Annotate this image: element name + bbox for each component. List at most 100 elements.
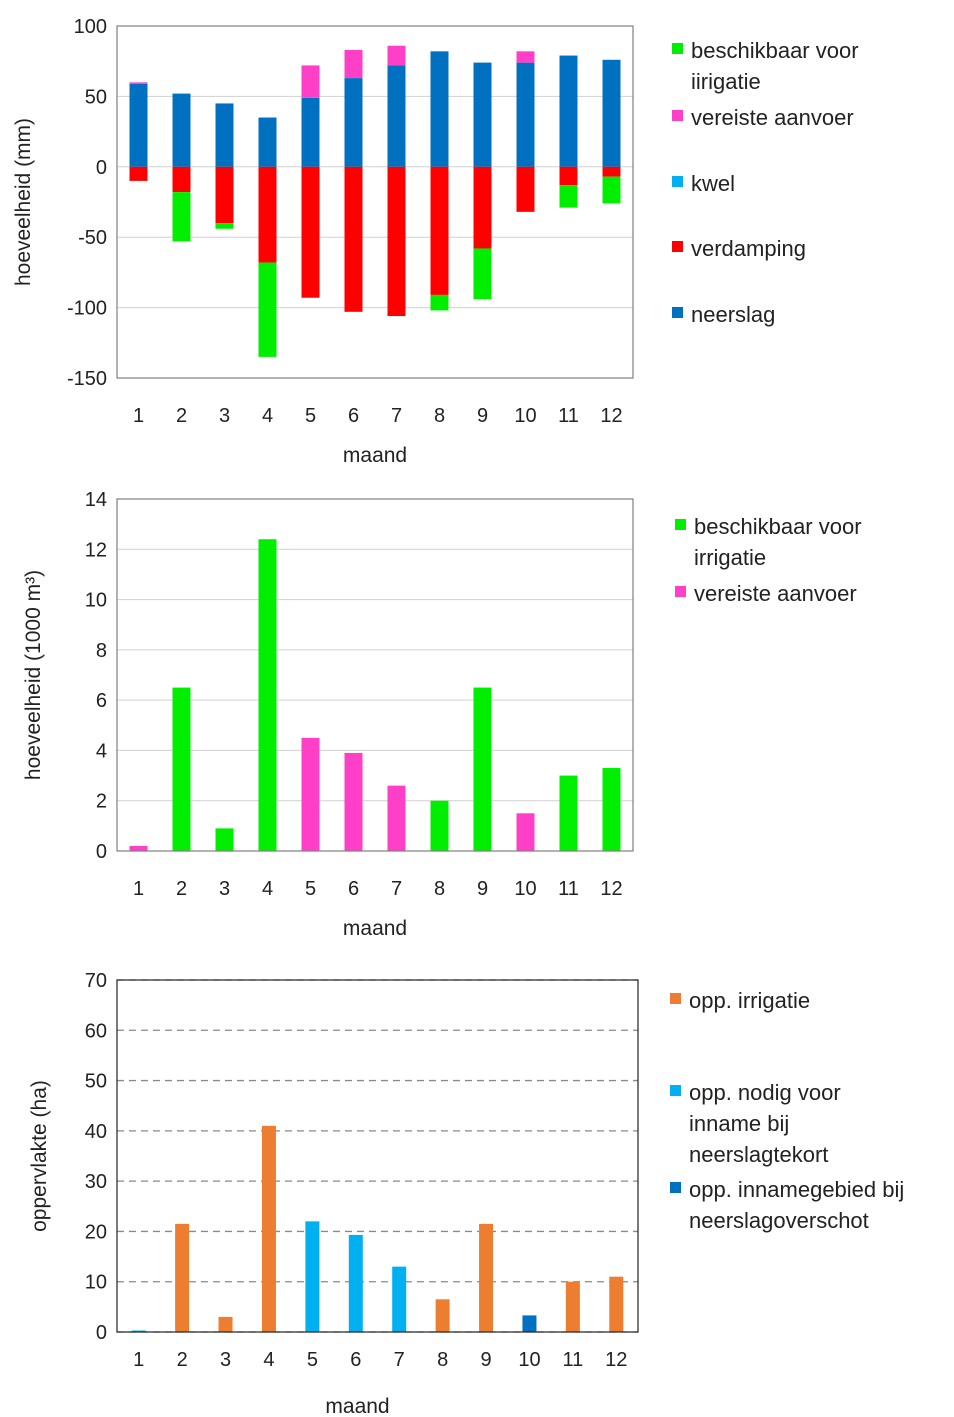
bar-vereiste-aanvoer-10 <box>516 51 535 63</box>
x-tick-label: 5 <box>305 405 316 427</box>
legend-label: opp. innamegebied bij <box>689 1177 904 1202</box>
x-tick-label: 8 <box>434 405 445 427</box>
y-tick-label: 2 <box>96 791 107 813</box>
bar-beschikbaar-voor-irrigatie-8 <box>430 294 449 311</box>
bar-neerslag-11 <box>559 55 578 167</box>
legend-label: neerslagoverschot <box>689 1208 869 1233</box>
bar-neerslag-7 <box>387 65 406 167</box>
chart-1-bars <box>129 45 621 357</box>
bar-beschikbaar-voor-irrigatie-9 <box>473 687 492 851</box>
bar-vereiste-aanvoer-1 <box>129 845 148 851</box>
bar-vereiste-aanvoer-1 <box>129 82 148 84</box>
chart-1-x-axis-title: maand <box>343 444 407 467</box>
chart-1-x-ticks: 1 2 3 4 5 6 7 8 9 10 11 12 <box>133 405 623 427</box>
x-tick-label: 11 <box>558 878 579 900</box>
chart-3-bars <box>131 1125 624 1332</box>
x-tick-label: 5 <box>307 1349 318 1371</box>
x-tick-label: 9 <box>477 405 488 427</box>
chart-1-y-axis-title: hoeveelheid (mm) <box>12 118 35 286</box>
bar-opp-irrigatie-4 <box>261 1125 276 1332</box>
chart-3-x-ticks: 1 2 3 4 5 6 7 8 9 10 11 12 <box>133 1349 627 1371</box>
bar-neerslag-3 <box>215 103 234 167</box>
x-tick-label: 1 <box>133 878 144 900</box>
bar-opp-nodig-voor-inname-bij-neerslagtekort-7 <box>392 1266 407 1332</box>
bar-beschikbaar-voor-irrigatie-4 <box>258 262 277 357</box>
bar-opp-irrigatie-8 <box>435 1299 450 1332</box>
bar-vereiste-aanvoer-7 <box>387 45 406 66</box>
x-tick-label: 3 <box>219 405 230 427</box>
chart-1-plot-frame <box>116 25 634 379</box>
chart-3-legend: opp. irrigatie opp. nodig voor inname bij n… <box>670 988 904 1233</box>
bar-beschikbaar-voor-irrigatie-11 <box>559 775 578 851</box>
bar-beschikbaar-voor-irrigatie-9 <box>473 248 492 300</box>
bar-verdamping-9 <box>473 166 492 249</box>
chart-2-gridlines <box>117 498 633 852</box>
x-tick-label: 7 <box>391 878 402 900</box>
x-tick-label: 10 <box>518 1349 540 1371</box>
bar-vereiste-aanvoer-6 <box>344 752 363 851</box>
bar-neerslag-12 <box>602 59 621 167</box>
x-tick-label: 8 <box>437 1349 448 1371</box>
legend-label: inname bij <box>689 1111 789 1136</box>
chart-3-x-axis-title: maand <box>325 1395 389 1417</box>
bar-beschikbaar-voor-irrigatie-2 <box>172 687 191 851</box>
x-tick-label: 12 <box>605 1349 627 1371</box>
bar-neerslag-1 <box>129 83 148 167</box>
x-tick-label: 5 <box>305 878 316 900</box>
x-tick-label: 4 <box>262 878 273 900</box>
bar-beschikbaar-voor-irrigatie-12 <box>602 768 621 851</box>
bar-verdamping-12 <box>602 166 621 177</box>
bar-verdamping-5 <box>301 166 320 298</box>
y-tick-label: 0 <box>96 1322 107 1344</box>
y-tick-label: 6 <box>96 690 107 712</box>
y-tick-label: 14 <box>85 489 107 511</box>
bar-beschikbaar-voor-irrigatie-8 <box>430 800 449 851</box>
x-tick-label: 6 <box>348 878 359 900</box>
legend-swatch <box>672 43 683 54</box>
bar-verdamping-2 <box>172 166 191 193</box>
bar-opp-nodig-voor-inname-bij-neerslagtekort-5 <box>305 1221 320 1332</box>
legend-swatch <box>670 1182 681 1193</box>
chart-2-y-axis-title: hoeveelheid (1000 m³) <box>22 570 45 780</box>
bar-verdamping-3 <box>215 166 234 224</box>
bar-vereiste-aanvoer-7 <box>387 785 406 851</box>
legend-label: neerslag <box>691 302 775 327</box>
y-tick-label: 30 <box>85 1171 107 1193</box>
chart-2-plot-frame <box>116 498 634 852</box>
y-tick-label: 20 <box>85 1221 107 1243</box>
legend-swatch <box>672 307 683 318</box>
legend-label: opp. irrigatie <box>689 988 810 1013</box>
legend-swatch <box>672 176 683 187</box>
x-tick-label: 7 <box>391 405 402 427</box>
x-tick-label: 2 <box>176 878 187 900</box>
y-tick-label: 50 <box>85 86 107 108</box>
x-tick-label: 12 <box>600 405 622 427</box>
legend-swatch <box>670 993 681 1004</box>
y-tick-label: -150 <box>67 368 107 390</box>
legend-label: opp. nodig voor <box>689 1080 841 1105</box>
chart-3-gridlines <box>117 979 638 1333</box>
x-tick-label: 4 <box>262 405 273 427</box>
legend-label: beschikbaar voor <box>694 514 862 539</box>
legend-label: beschikbaar voor <box>691 38 859 63</box>
chart-2-legend: beschikbaar voor irrigatie vereiste aanvoe… <box>675 514 862 606</box>
bar-opp-irrigatie-11 <box>565 1281 580 1332</box>
y-tick-label: 10 <box>85 1272 107 1294</box>
bar-verdamping-8 <box>430 166 449 295</box>
x-tick-label: 6 <box>350 1349 361 1371</box>
legend-label: verdamping <box>691 236 806 261</box>
bar-verdamping-11 <box>559 166 578 186</box>
bar-verdamping-1 <box>129 166 148 181</box>
bar-beschikbaar-voor-irrigatie-4 <box>258 539 277 851</box>
bar-vereiste-aanvoer-10 <box>516 813 535 851</box>
y-tick-label: 100 <box>74 16 107 38</box>
x-tick-label: 9 <box>477 878 488 900</box>
bar-neerslag-8 <box>430 51 449 167</box>
chart-1-legend: beschikbaar voor iirigatie vereiste aanvoe… <box>672 38 859 327</box>
bar-opp-nodig-voor-inname-bij-neerslagtekort-1 <box>131 1330 146 1332</box>
x-tick-label: 8 <box>434 878 445 900</box>
legend-label: neerslagtekort <box>689 1142 828 1167</box>
bar-neerslag-5 <box>301 97 320 167</box>
